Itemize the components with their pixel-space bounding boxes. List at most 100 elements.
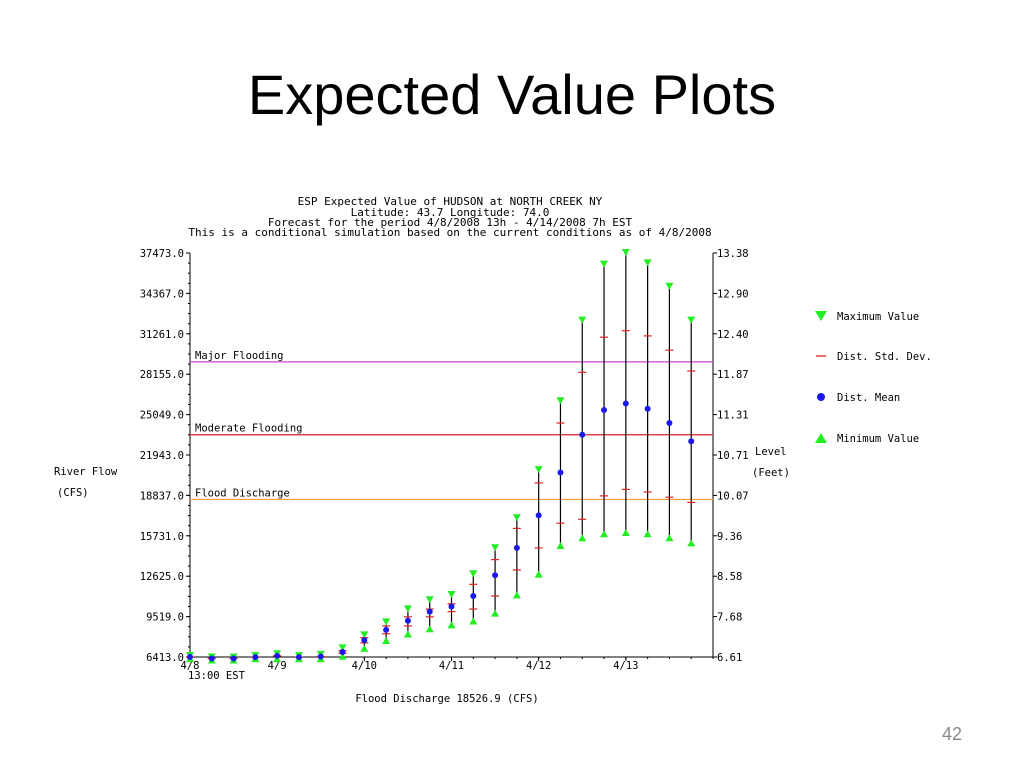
y-tick-label-right: 11.87 [717, 369, 749, 381]
mean-marker [252, 654, 259, 661]
minimum-marker [600, 530, 609, 538]
mean-marker [404, 617, 411, 624]
mean-marker [448, 603, 455, 610]
mean-marker [339, 648, 346, 655]
threshold-label: Major Flooding [195, 350, 284, 362]
maximum-marker [338, 644, 347, 652]
y-tick-label-left: 28155.0 [140, 369, 184, 381]
minimum-marker [665, 534, 674, 542]
legend-entry-label: Maximum Value [837, 311, 919, 323]
chart-header-line: This is a conditional simulation based o… [188, 226, 711, 239]
mean-marker [187, 654, 193, 660]
minimum-marker [425, 625, 434, 633]
minimum-marker [534, 570, 543, 578]
maximum-marker [578, 316, 587, 324]
y-tick-label-right: 8.58 [717, 571, 742, 583]
minimum-marker [621, 529, 630, 537]
x-tick-label: 4/10 [352, 660, 377, 672]
maximum-marker [556, 397, 565, 405]
x-tick-label: 4/13 [613, 660, 638, 672]
x-tick-label: 4/11 [439, 660, 464, 672]
y-tick-label-left: 12625.0 [140, 571, 184, 583]
legend-entry-label: Dist. Mean [837, 392, 900, 404]
y-tick-label-right: 10.71 [717, 450, 749, 462]
legend-entry-label: Dist. Std. Dev. [837, 351, 932, 363]
mean-marker [579, 431, 586, 438]
y-tick-label-left: 25049.0 [140, 410, 184, 422]
maximum-marker [425, 596, 434, 604]
legend-minimum-symbol [815, 433, 827, 443]
y-tick-label-right: 12.90 [717, 288, 749, 300]
chart-data-marks [186, 248, 696, 664]
y-axis-title-left: River Flow [54, 466, 118, 478]
maximum-marker [403, 605, 412, 613]
mean-marker [513, 544, 520, 551]
maximum-marker [360, 631, 369, 639]
y-tick-label-left: 6413.0 [146, 652, 184, 664]
x-tick-label: 4/8 [181, 660, 200, 672]
y-tick-label-right: 10.07 [717, 490, 749, 502]
minimum-marker [643, 530, 652, 538]
maximum-marker [643, 259, 652, 267]
mean-marker [426, 608, 433, 615]
x-axis-title: Flood Discharge 18526.9 (CFS) [355, 693, 538, 705]
mean-marker [274, 652, 281, 659]
maximum-marker [469, 570, 478, 578]
mean-marker [295, 654, 302, 661]
y-tick-label-left: 31261.0 [140, 329, 184, 341]
chart-header: ESP Expected Value of HUDSON at NORTH CR… [188, 195, 711, 239]
minimum-marker [512, 591, 521, 599]
maximum-marker [512, 514, 521, 522]
threshold-lines: Major Flooding Moderate Flooding Flood Dis… [190, 350, 713, 501]
x-tick-label: 4/9 [268, 660, 287, 672]
chart-axes: 37473.0 13.38 34367.0 12.90 31261.0 12.40 2815… [54, 248, 790, 705]
mean-marker [317, 653, 324, 660]
slide-title: Expected Value Plots [247, 63, 777, 126]
y-tick-label-left: 15731.0 [140, 531, 184, 543]
minimum-marker [447, 621, 456, 629]
minimum-marker [469, 617, 478, 625]
minimum-marker [382, 636, 391, 644]
mean-marker [644, 405, 651, 412]
chart-header-line: Latitude: 43.7 Longitude: 74.0 [351, 206, 550, 219]
minimum-marker [578, 534, 587, 542]
slide-number: 42 [941, 724, 962, 744]
chart-header-line: Forecast for the period 4/8/2008 13h - 4… [268, 216, 633, 229]
maximum-marker [600, 260, 609, 268]
y-tick-label-right: 13.38 [717, 248, 749, 260]
y-tick-label-left: 18837.0 [140, 490, 184, 502]
mean-marker [666, 420, 673, 427]
y-tick-label-left: 34367.0 [140, 288, 184, 300]
y-tick-label-right: 12.40 [717, 329, 749, 341]
maximum-marker [621, 248, 630, 256]
mean-marker [230, 655, 237, 662]
mean-marker [535, 512, 542, 519]
y-axis-title-right: Level [755, 446, 787, 458]
chart-header-line: ESP Expected Value of HUDSON at NORTH CR… [298, 195, 603, 208]
mean-marker [557, 469, 564, 476]
maximum-marker [491, 544, 500, 552]
minimum-marker [556, 542, 565, 550]
mean-marker [622, 400, 629, 407]
mean-marker [492, 572, 499, 579]
maximum-marker [687, 316, 696, 324]
minimum-marker [338, 652, 347, 660]
y-tick-label-left: 37473.0 [140, 248, 184, 260]
maximum-marker [382, 618, 391, 626]
y-axis-units-left: (CFS) [57, 487, 89, 499]
mean-marker [470, 593, 477, 600]
mean-marker [688, 438, 695, 445]
x-start-label: 13:00 EST [188, 670, 246, 682]
threshold-label: Flood Discharge [195, 487, 290, 499]
y-tick-label-right: 9.36 [717, 531, 742, 543]
chart-legend: Maximum Value Dist. Std. Dev. Dist. Mean Mi… [815, 311, 932, 445]
y-tick-label-left: 21943.0 [140, 450, 184, 462]
mean-marker [383, 626, 390, 633]
maximum-marker [447, 591, 456, 599]
y-tick-label-right: 11.31 [717, 410, 749, 422]
minimum-marker [360, 644, 369, 652]
maximum-marker [665, 282, 674, 290]
minimum-marker [403, 630, 412, 638]
mean-marker [208, 655, 215, 662]
